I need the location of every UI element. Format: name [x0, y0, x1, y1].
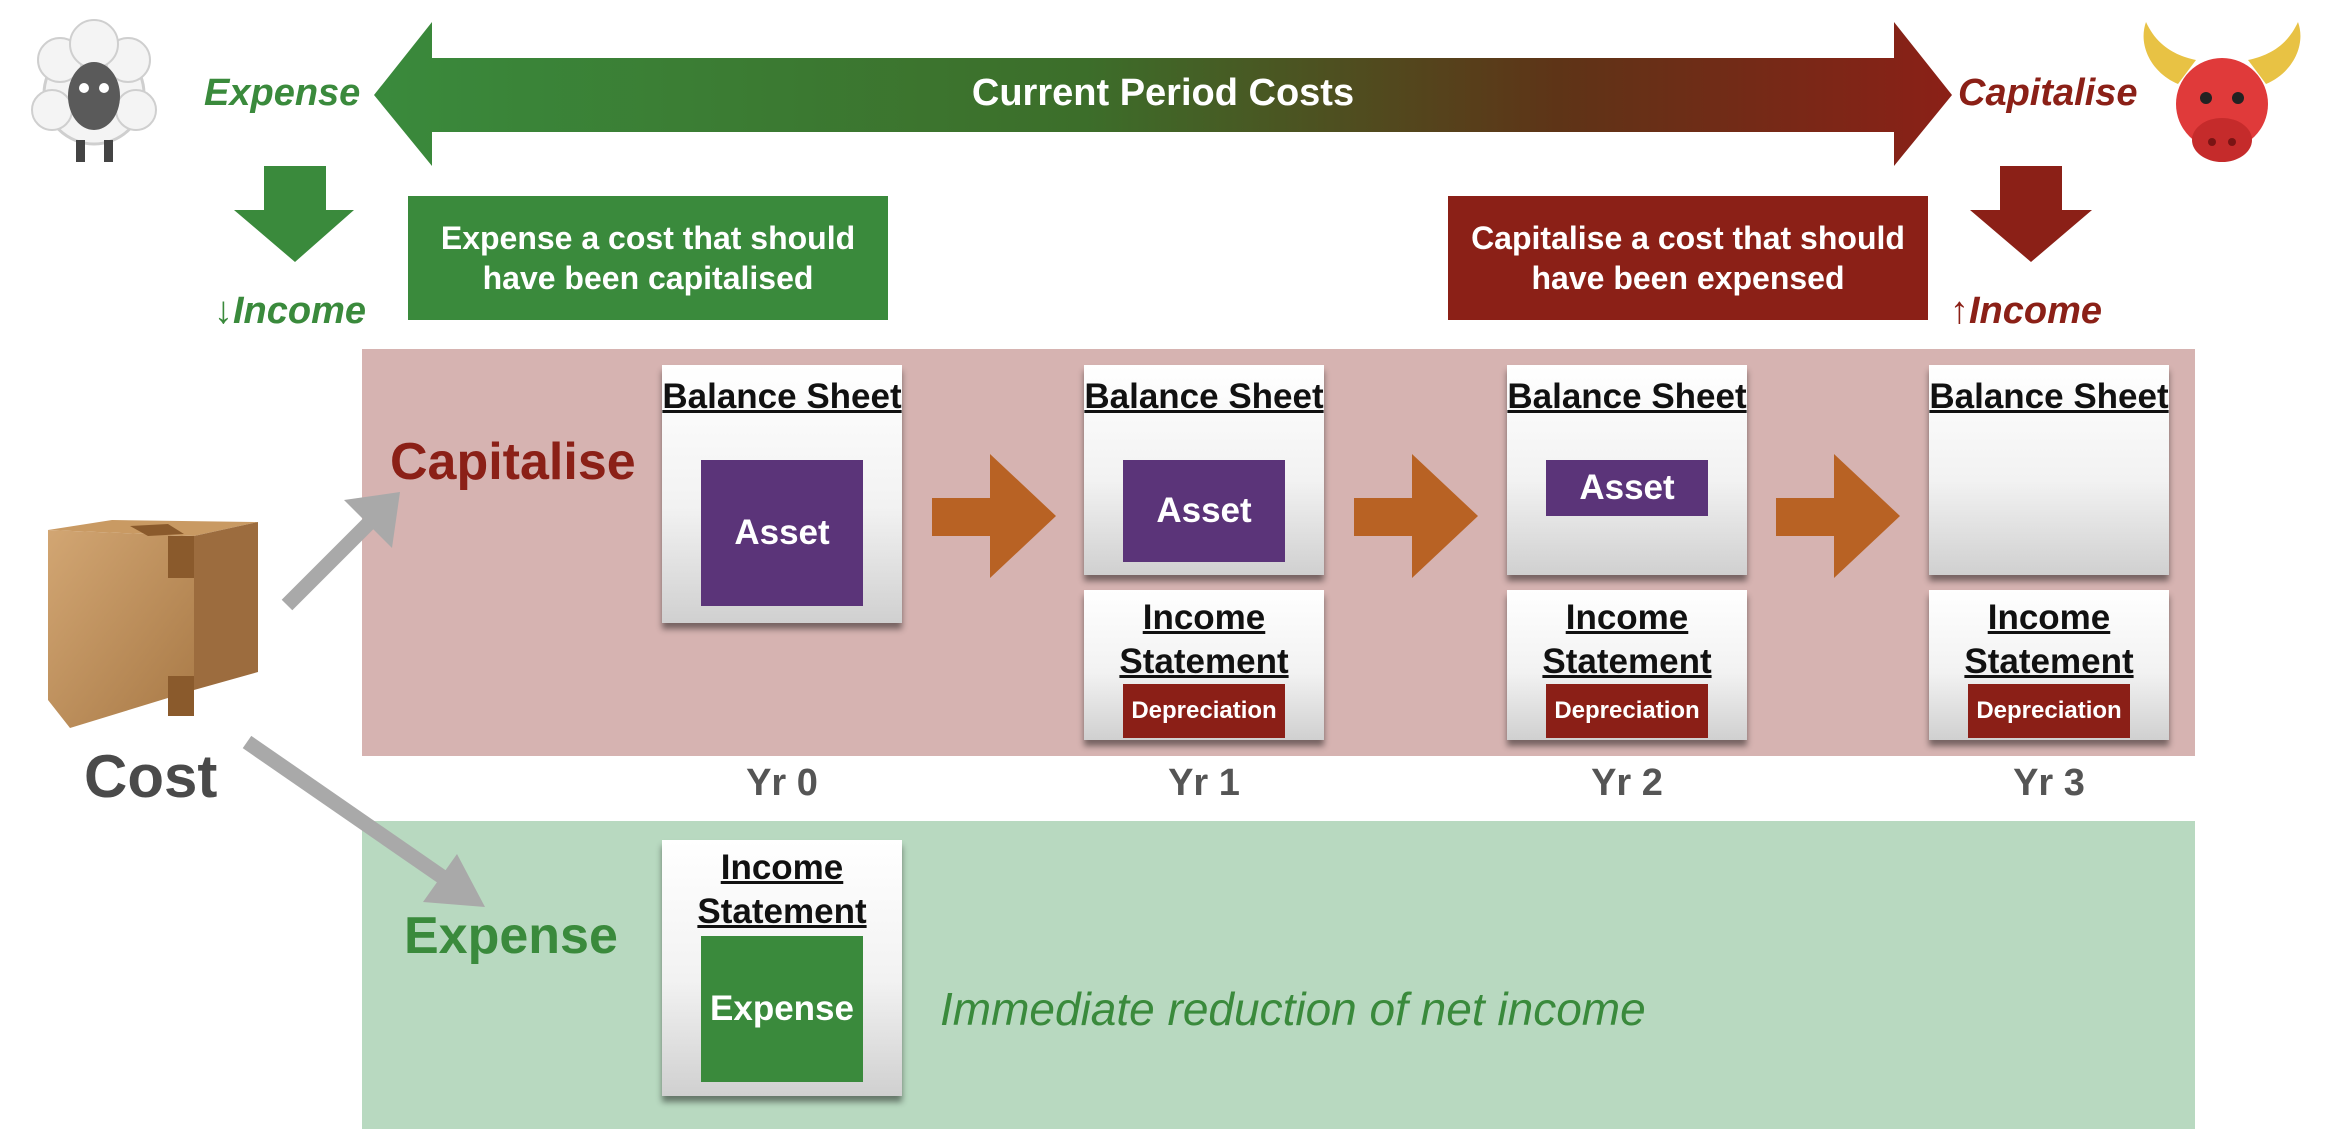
top-left-expense-label: Expense [204, 72, 361, 114]
expense-callout: Expense a cost that should have been cap… [408, 196, 888, 320]
income-statement-yr2: Income Statement Depreciation [1507, 590, 1747, 740]
capitalise-down-arrow [1970, 166, 2092, 262]
balance-sheet-yr0: Balance Sheet Asset [662, 365, 902, 623]
income-statement-title: Income Statement [1119, 598, 1289, 681]
cost-label: Cost [84, 743, 218, 810]
expense-box: Expense [701, 936, 863, 1082]
bull-icon [2143, 22, 2301, 162]
income-statement-title: Income Statement [697, 848, 867, 931]
expense-note: Immediate reduction of net income [940, 983, 1646, 1035]
current-period-costs-arrow [374, 22, 1952, 166]
sheep-icon [31, 19, 157, 162]
capitalise-callout: Capitalise a cost that should have been … [1448, 196, 1928, 320]
asset-box: Asset [1123, 460, 1285, 562]
income-statement-yr3: Income Statement Depreciation [1929, 590, 2169, 740]
income-up-label: ↑Income [1950, 290, 2103, 332]
asset-box: Asset [1546, 460, 1708, 516]
depreciation-box: Depreciation [1123, 684, 1285, 738]
flow-arrow-yr0-yr1 [932, 454, 1056, 578]
income-statement-expense: Income Statement Expense [662, 840, 902, 1096]
year-label: Yr 0 [746, 762, 818, 804]
income-statement-yr1: Income Statement Depreciation [1084, 590, 1324, 740]
expense-row-label: Expense [404, 907, 618, 965]
expense-down-arrow [234, 166, 354, 262]
year-label: Yr 3 [2013, 762, 2085, 804]
top-right-capitalise-label: Capitalise [1958, 72, 2138, 114]
current-period-costs-label: Current Period Costs [971, 72, 1355, 114]
asset-box: Asset [701, 460, 863, 606]
balance-sheet-title: Balance Sheet [662, 377, 902, 416]
balance-sheet-title: Balance Sheet [1507, 377, 1747, 416]
income-down-label: ↓Income [214, 290, 367, 332]
cost-to-capitalise-arrow [281, 492, 400, 611]
income-statement-title: Income Statement [1964, 598, 2134, 681]
cardboard-box-icon [48, 520, 258, 728]
flow-arrow-yr1-yr2 [1354, 454, 1478, 578]
flow-arrow-yr2-yr3 [1776, 454, 1900, 578]
year-label: Yr 2 [1591, 762, 1663, 804]
balance-sheet-yr1: Balance Sheet Asset [1084, 365, 1324, 575]
capitalise-row-label: Capitalise [390, 433, 636, 491]
cost-to-expense-arrow [242, 735, 485, 907]
balance-sheet-yr2: Balance Sheet Asset [1507, 365, 1747, 575]
depreciation-box: Depreciation [1968, 684, 2130, 738]
balance-sheet-title: Balance Sheet [1084, 377, 1324, 416]
income-statement-title: Income Statement [1542, 598, 1712, 681]
depreciation-box: Depreciation [1546, 684, 1708, 738]
year-label: Yr 1 [1168, 762, 1240, 804]
balance-sheet-title: Balance Sheet [1929, 377, 2169, 416]
balance-sheet-yr3: Balance Sheet [1929, 365, 2169, 575]
